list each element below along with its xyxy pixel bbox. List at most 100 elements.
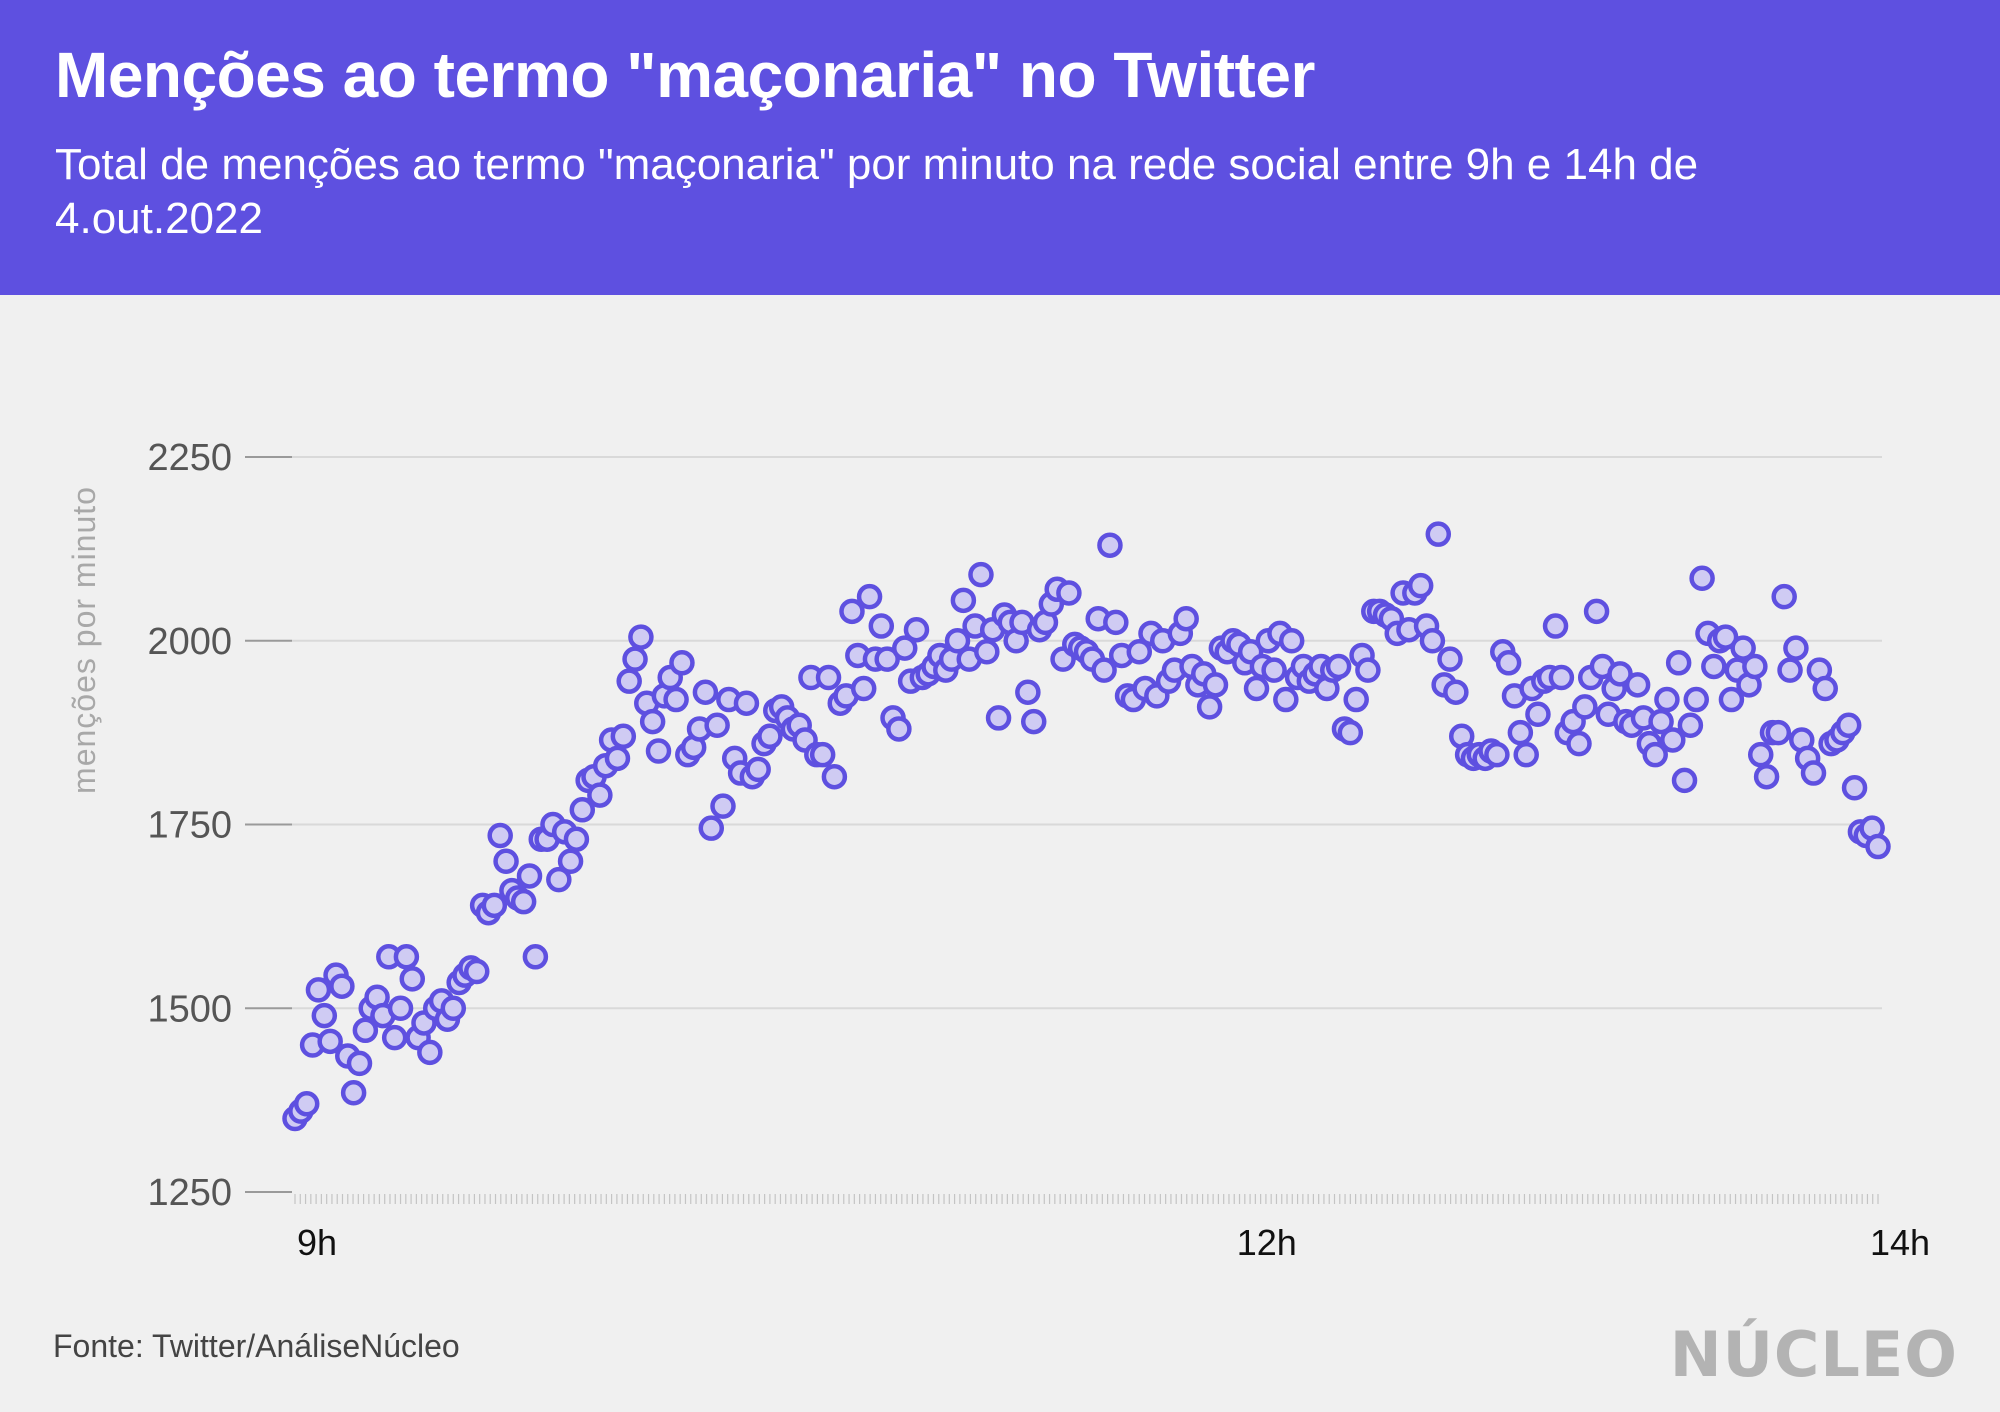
data-point	[464, 958, 490, 985]
data-point	[563, 826, 590, 852]
data-point	[1812, 675, 1838, 702]
data-point	[968, 561, 994, 588]
data-point	[1196, 694, 1223, 720]
data-point	[856, 583, 883, 610]
data-point	[1056, 580, 1082, 606]
data-point	[1654, 686, 1680, 713]
data-point	[352, 1017, 379, 1044]
data-point	[704, 712, 730, 739]
x-tick-labels: 9h 12h 14h	[297, 1222, 1930, 1263]
data-point	[850, 675, 877, 702]
data-point	[1091, 657, 1117, 683]
data-point	[698, 815, 725, 841]
y-tick-label: 1750	[147, 805, 232, 847]
data-point	[1443, 679, 1469, 705]
chart-title: Menções ao termo "maçonaria" no Twitter	[55, 39, 1315, 111]
data-point	[1513, 741, 1539, 768]
data-point	[1835, 712, 1862, 739]
data-point	[639, 708, 666, 735]
data-point	[1777, 657, 1803, 683]
data-point	[399, 966, 426, 992]
data-point	[1583, 598, 1610, 625]
data-point	[340, 1080, 367, 1106]
data-point	[1771, 583, 1797, 610]
data-point	[1337, 719, 1364, 746]
data-point	[1624, 672, 1651, 698]
data-point	[417, 1039, 443, 1066]
data-point	[1671, 767, 1698, 794]
data-point	[1343, 686, 1369, 713]
data-point	[1665, 650, 1692, 676]
data-point	[1202, 672, 1229, 698]
data-point	[1261, 657, 1287, 683]
data-point	[1841, 775, 1868, 801]
data-point	[874, 646, 900, 672]
data-point	[557, 848, 584, 874]
data-point	[1865, 833, 1891, 860]
data-point	[1097, 532, 1123, 558]
data-point	[1648, 708, 1674, 735]
data-point	[692, 679, 719, 705]
data-point	[891, 635, 918, 661]
data-point	[493, 848, 519, 874]
data-point	[381, 1024, 408, 1051]
y-axis-label: menções por minuto	[66, 486, 102, 794]
y-tick-label: 1250	[147, 1172, 232, 1214]
data-point	[1607, 661, 1633, 687]
data-point	[1243, 675, 1270, 702]
data-point	[587, 782, 613, 808]
data-points	[282, 521, 1891, 1132]
y-tick-label: 2250	[147, 437, 232, 479]
data-point	[757, 723, 783, 750]
data-point	[610, 723, 637, 750]
data-point	[944, 628, 971, 654]
nucleo-logo: NÚCLEO	[1669, 1318, 1958, 1391]
data-point	[522, 944, 549, 970]
x-tick-label: 12h	[1237, 1222, 1297, 1263]
data-point	[1419, 628, 1446, 654]
data-point	[1566, 730, 1592, 757]
data-point	[1712, 624, 1739, 650]
data-point	[1677, 712, 1704, 739]
data-point	[950, 587, 977, 614]
data-point	[1495, 650, 1522, 676]
data-point	[387, 995, 414, 1021]
data-point	[663, 686, 689, 713]
data-point	[1278, 628, 1305, 654]
data-point	[487, 822, 513, 849]
data-point	[569, 797, 596, 823]
data-point	[1742, 653, 1768, 680]
data-point	[985, 705, 1012, 731]
x-axis-ticks	[294, 1194, 1879, 1204]
data-point	[839, 598, 865, 625]
data-point	[628, 624, 654, 650]
y-tick-label: 2000	[147, 621, 232, 663]
data-point	[1660, 727, 1686, 753]
data-point	[440, 995, 467, 1021]
data-point	[510, 888, 537, 915]
data-point	[1542, 613, 1569, 639]
data-point	[1747, 741, 1774, 768]
data-point	[546, 866, 572, 893]
data-point	[1437, 646, 1463, 672]
data-point	[1548, 664, 1575, 691]
data-point	[305, 977, 332, 1003]
data-point	[886, 716, 912, 742]
data-point	[868, 613, 895, 639]
data-point	[1800, 760, 1827, 786]
data-point	[293, 1091, 320, 1117]
data-point	[1572, 694, 1598, 720]
data-point	[1103, 609, 1129, 636]
data-point	[1689, 565, 1715, 592]
data-point	[1126, 639, 1153, 665]
scatter-chart: 1250 1500 1750 2000 2250 9h 12h 14h menções po…	[66, 437, 1930, 1263]
data-point	[1525, 701, 1551, 727]
data-point	[974, 639, 1000, 665]
header-banner: Menções ao termo "maçonaria" no Twitter …	[0, 0, 2000, 295]
data-point	[311, 1002, 338, 1029]
data-point	[516, 863, 543, 889]
data-point	[815, 664, 842, 691]
data-point	[1173, 605, 1199, 632]
data-point	[622, 646, 648, 672]
data-point	[1273, 686, 1299, 713]
